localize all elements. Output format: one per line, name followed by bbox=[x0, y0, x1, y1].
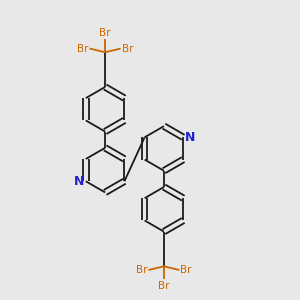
Text: N: N bbox=[185, 131, 195, 144]
Text: Br: Br bbox=[99, 28, 111, 38]
Text: Br: Br bbox=[77, 44, 88, 54]
Text: Br: Br bbox=[136, 265, 147, 275]
Text: Br: Br bbox=[181, 265, 192, 275]
Text: Br: Br bbox=[158, 280, 170, 290]
Text: N: N bbox=[74, 175, 84, 188]
Text: Br: Br bbox=[122, 44, 133, 54]
